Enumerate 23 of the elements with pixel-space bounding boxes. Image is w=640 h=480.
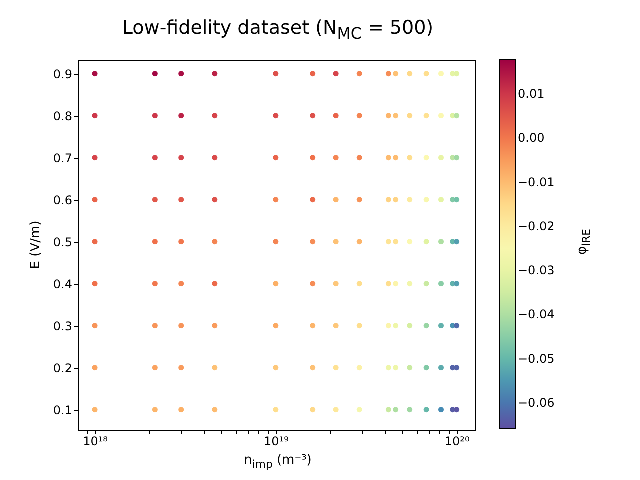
- y-tick-label: 0.7: [53, 151, 72, 166]
- x-tick-label: 10²⁰: [444, 434, 470, 448]
- color-bar-label: −0.06: [518, 396, 555, 410]
- color-bar-label: −0.04: [518, 308, 555, 322]
- color-bar-label: 0.00: [518, 131, 545, 146]
- y-tick-label: 0.4: [53, 277, 72, 292]
- x-axis-title: n$_{imp}$ (m⁻³): [244, 453, 312, 471]
- y-tick-label: 0.3: [53, 319, 72, 334]
- y-tick-label: 0.6: [53, 193, 72, 208]
- color-bar-label: 0.01: [518, 86, 545, 101]
- color-bar-label: −0.01: [518, 175, 555, 190]
- y-tick-label: 0.8: [53, 109, 72, 124]
- y-tick-label: 0.5: [53, 235, 72, 250]
- color-bar-label: −0.05: [518, 352, 555, 366]
- chart-title: Low-fidelity dataset (N$_{MC}$ = 500): [122, 17, 434, 43]
- y-tick-label: 0.1: [53, 403, 72, 418]
- color-bar-label: −0.03: [518, 264, 555, 278]
- y-tick-label: 0.9: [53, 67, 72, 82]
- y-axis-title: E (V/m): [28, 220, 44, 270]
- y-tick-label: 0.2: [53, 361, 72, 376]
- x-tick-label: 10¹⁸: [83, 434, 108, 448]
- color-bar-label: −0.02: [518, 219, 555, 234]
- x-tick-label: 10¹⁹: [264, 434, 290, 448]
